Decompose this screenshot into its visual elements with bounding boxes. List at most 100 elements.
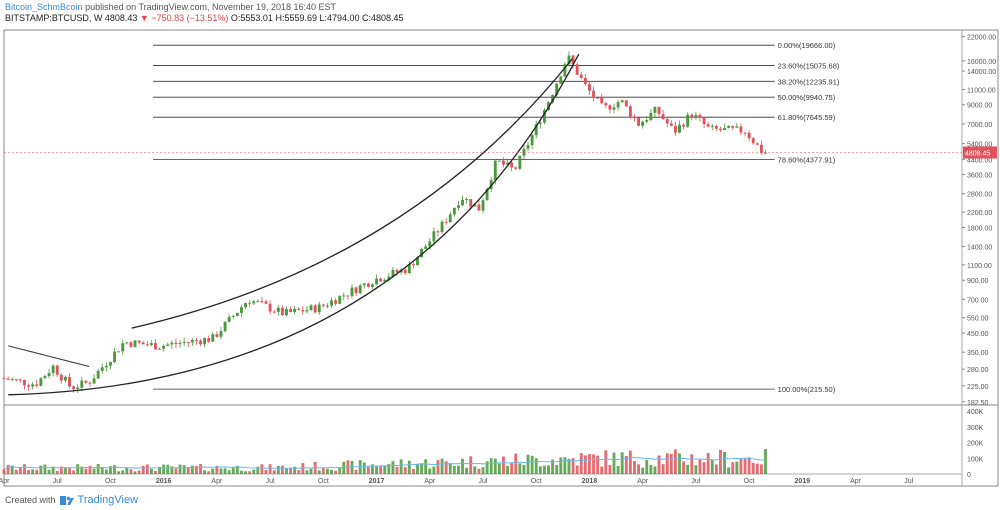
volume-bar [158, 466, 162, 474]
candle-body [297, 308, 301, 311]
volume-bar [649, 464, 653, 474]
volume-bar [137, 470, 141, 474]
candle-body [84, 380, 88, 383]
price-tick-label: 1800.00 [967, 225, 992, 232]
volume-bar [199, 463, 202, 474]
volume-bar [645, 460, 649, 474]
volume-bar [72, 470, 76, 474]
fib-retracement: 0.00%(19666.00) 23.60%(15075.68) 38.20%(12… [153, 41, 840, 394]
candle-body [682, 124, 686, 127]
candle-body [285, 309, 288, 316]
price-tick-label: 16000.00 [967, 59, 996, 66]
candle-body [502, 160, 505, 165]
price-tick-label: 2800.00 [967, 192, 992, 199]
volume-bar [551, 459, 555, 474]
candle-body [612, 107, 616, 110]
candle-body [743, 132, 747, 134]
candle-body [264, 301, 268, 304]
volume-bar [325, 468, 329, 474]
chart-frame [3, 29, 999, 487]
volume-bar [407, 460, 411, 474]
candle-body [596, 97, 600, 99]
time-tick-label: 2016 [156, 478, 172, 485]
volume-bar [755, 463, 759, 474]
volume-bar [575, 465, 579, 474]
candle-body [317, 304, 321, 313]
price-tick-label: 182.50 [967, 400, 989, 407]
lower-parabolic-curve [8, 53, 580, 396]
volume-bar [579, 453, 583, 474]
volume-bar [673, 449, 677, 474]
candle-body [719, 128, 722, 131]
volume-moving-average [3, 457, 766, 471]
candle-body [162, 345, 166, 349]
footer: Created with TradingView [5, 494, 138, 506]
volume-bar [59, 466, 63, 474]
time-tick-label: Apr [850, 478, 862, 485]
candle-body [669, 123, 673, 126]
candle-body [43, 376, 47, 379]
volume-bar [653, 466, 657, 474]
volume-bar [280, 465, 284, 474]
candle-body [244, 303, 247, 308]
volume-bar [628, 450, 632, 474]
volume-bar [530, 455, 534, 474]
candle-body [694, 114, 698, 118]
volume-bar [133, 471, 137, 474]
candle-body [68, 377, 71, 387]
volume-bar [600, 466, 604, 474]
candle-body [55, 365, 59, 375]
candle-body [608, 105, 612, 110]
time-tick-label: Apr [637, 478, 649, 485]
volume-bar [285, 468, 288, 474]
price-tick-label: 350.00 [967, 350, 989, 357]
price-tick-label: 900.00 [967, 278, 989, 285]
volume-bar [747, 457, 751, 474]
volume-bar [719, 449, 722, 474]
candle-body [240, 307, 243, 313]
fib-level-label: 38.20%(12235.91) [778, 77, 840, 86]
price-tick-label: 7000.00 [967, 122, 992, 129]
candle-body [117, 351, 121, 353]
volume-bar [14, 469, 18, 474]
volume-bar [244, 471, 247, 474]
candle-body [497, 160, 501, 162]
candle-body [518, 155, 522, 169]
time-tick-label: Oct [744, 478, 755, 485]
candle-body [628, 106, 632, 117]
volume-bar [583, 455, 587, 474]
volume-bar [661, 464, 665, 474]
volume-bar [502, 456, 505, 474]
volume-bar [338, 467, 342, 474]
volume-bar [109, 466, 112, 474]
volume-bar [403, 467, 407, 474]
volume-bar [665, 453, 669, 474]
symbol-label: BITSTAMP:BTCUSD, W [5, 13, 103, 23]
candle-body [248, 303, 252, 305]
candle-body [375, 278, 378, 285]
candle-body [563, 64, 567, 77]
volume-bar [424, 459, 428, 474]
author-link[interactable]: Bitcoin_SchmBcoin [5, 2, 83, 12]
price-tick-label: 2200.00 [967, 210, 992, 217]
volume-bar [678, 453, 681, 474]
candle-body [489, 180, 493, 189]
candle-body [63, 377, 67, 381]
candle-body [113, 351, 116, 363]
volume-bar [31, 469, 35, 474]
candle-body [592, 90, 595, 98]
candle-body [739, 126, 743, 133]
volume-bar [260, 464, 264, 474]
tradingview-brand[interactable]: TradingView [77, 494, 139, 506]
candle-body [100, 367, 104, 371]
candle-body [465, 199, 469, 201]
candle-body [80, 380, 84, 388]
candle-body [542, 110, 546, 123]
volume-bar [256, 466, 260, 474]
candle-body [649, 112, 653, 121]
volume-bar [452, 465, 456, 474]
candle-body [526, 145, 530, 149]
price-tick-label: 11000.00 [967, 87, 996, 94]
volume-bar [330, 469, 333, 474]
